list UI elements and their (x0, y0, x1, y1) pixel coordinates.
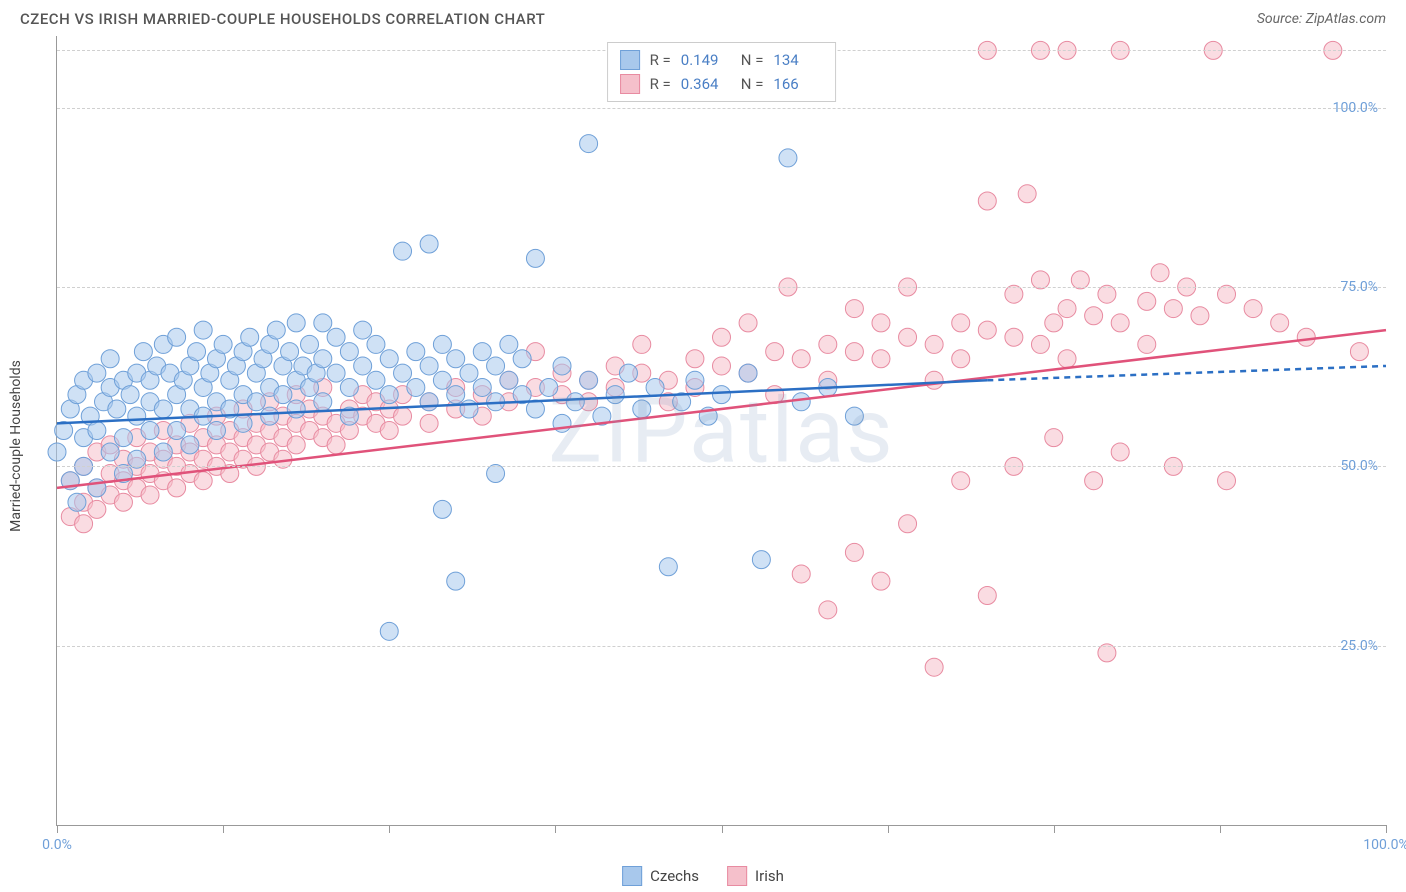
chart-plot-area: ZIPatlas R = 0.149 N = 134 R = 0.364 N =… (56, 36, 1386, 826)
y-tick-label: 25.0% (1340, 638, 1378, 654)
czechs-r-value: 0.149 (681, 51, 731, 69)
scatter-svg (57, 36, 1386, 825)
legend-item-czechs: Czechs (622, 866, 699, 886)
irish-r-value: 0.364 (681, 75, 731, 93)
source-attribution: Source: ZipAtlas.com (1257, 11, 1386, 27)
x-tick-label: 100.0% (1363, 837, 1406, 853)
swatch-irish (620, 74, 640, 94)
series-legend: Czechs Irish (622, 866, 784, 886)
y-axis-label: Married-couple Households (8, 360, 24, 532)
y-tick-label: 50.0% (1340, 458, 1378, 474)
swatch-czechs (620, 50, 640, 70)
swatch-irish-icon (727, 866, 747, 886)
y-tick-label: 75.0% (1340, 279, 1378, 295)
legend-item-irish: Irish (727, 866, 784, 886)
x-tick-label: 0.0% (42, 837, 72, 853)
legend-row-irish: R = 0.364 N = 166 (620, 72, 824, 96)
chart-title: CZECH VS IRISH MARRIED-COUPLE HOUSEHOLDS… (20, 10, 545, 28)
irish-n-value: 166 (773, 75, 823, 93)
swatch-czechs-icon (622, 866, 642, 886)
legend-row-czechs: R = 0.149 N = 134 (620, 48, 824, 72)
czechs-n-value: 134 (773, 51, 823, 69)
source-link[interactable]: ZipAtlas.com (1306, 11, 1386, 27)
correlation-legend: R = 0.149 N = 134 R = 0.364 N = 166 (607, 42, 837, 102)
y-tick-label: 100.0% (1333, 100, 1378, 116)
